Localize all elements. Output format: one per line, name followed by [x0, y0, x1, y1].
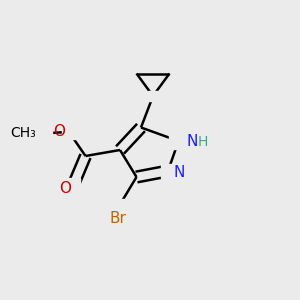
Text: H: H [197, 135, 208, 148]
Bar [169, 134, 188, 148]
Bar [107, 199, 130, 215]
Text: Br: Br [110, 211, 126, 226]
Text: N: N [186, 134, 197, 149]
Bar [148, 91, 158, 101]
Bar [62, 125, 76, 139]
Bar [160, 164, 175, 178]
Bar [67, 178, 80, 191]
Text: O: O [59, 181, 71, 196]
Text: O: O [53, 124, 65, 140]
Bar [26, 127, 52, 140]
Text: N: N [173, 165, 184, 180]
Text: CH₃: CH₃ [10, 126, 36, 140]
